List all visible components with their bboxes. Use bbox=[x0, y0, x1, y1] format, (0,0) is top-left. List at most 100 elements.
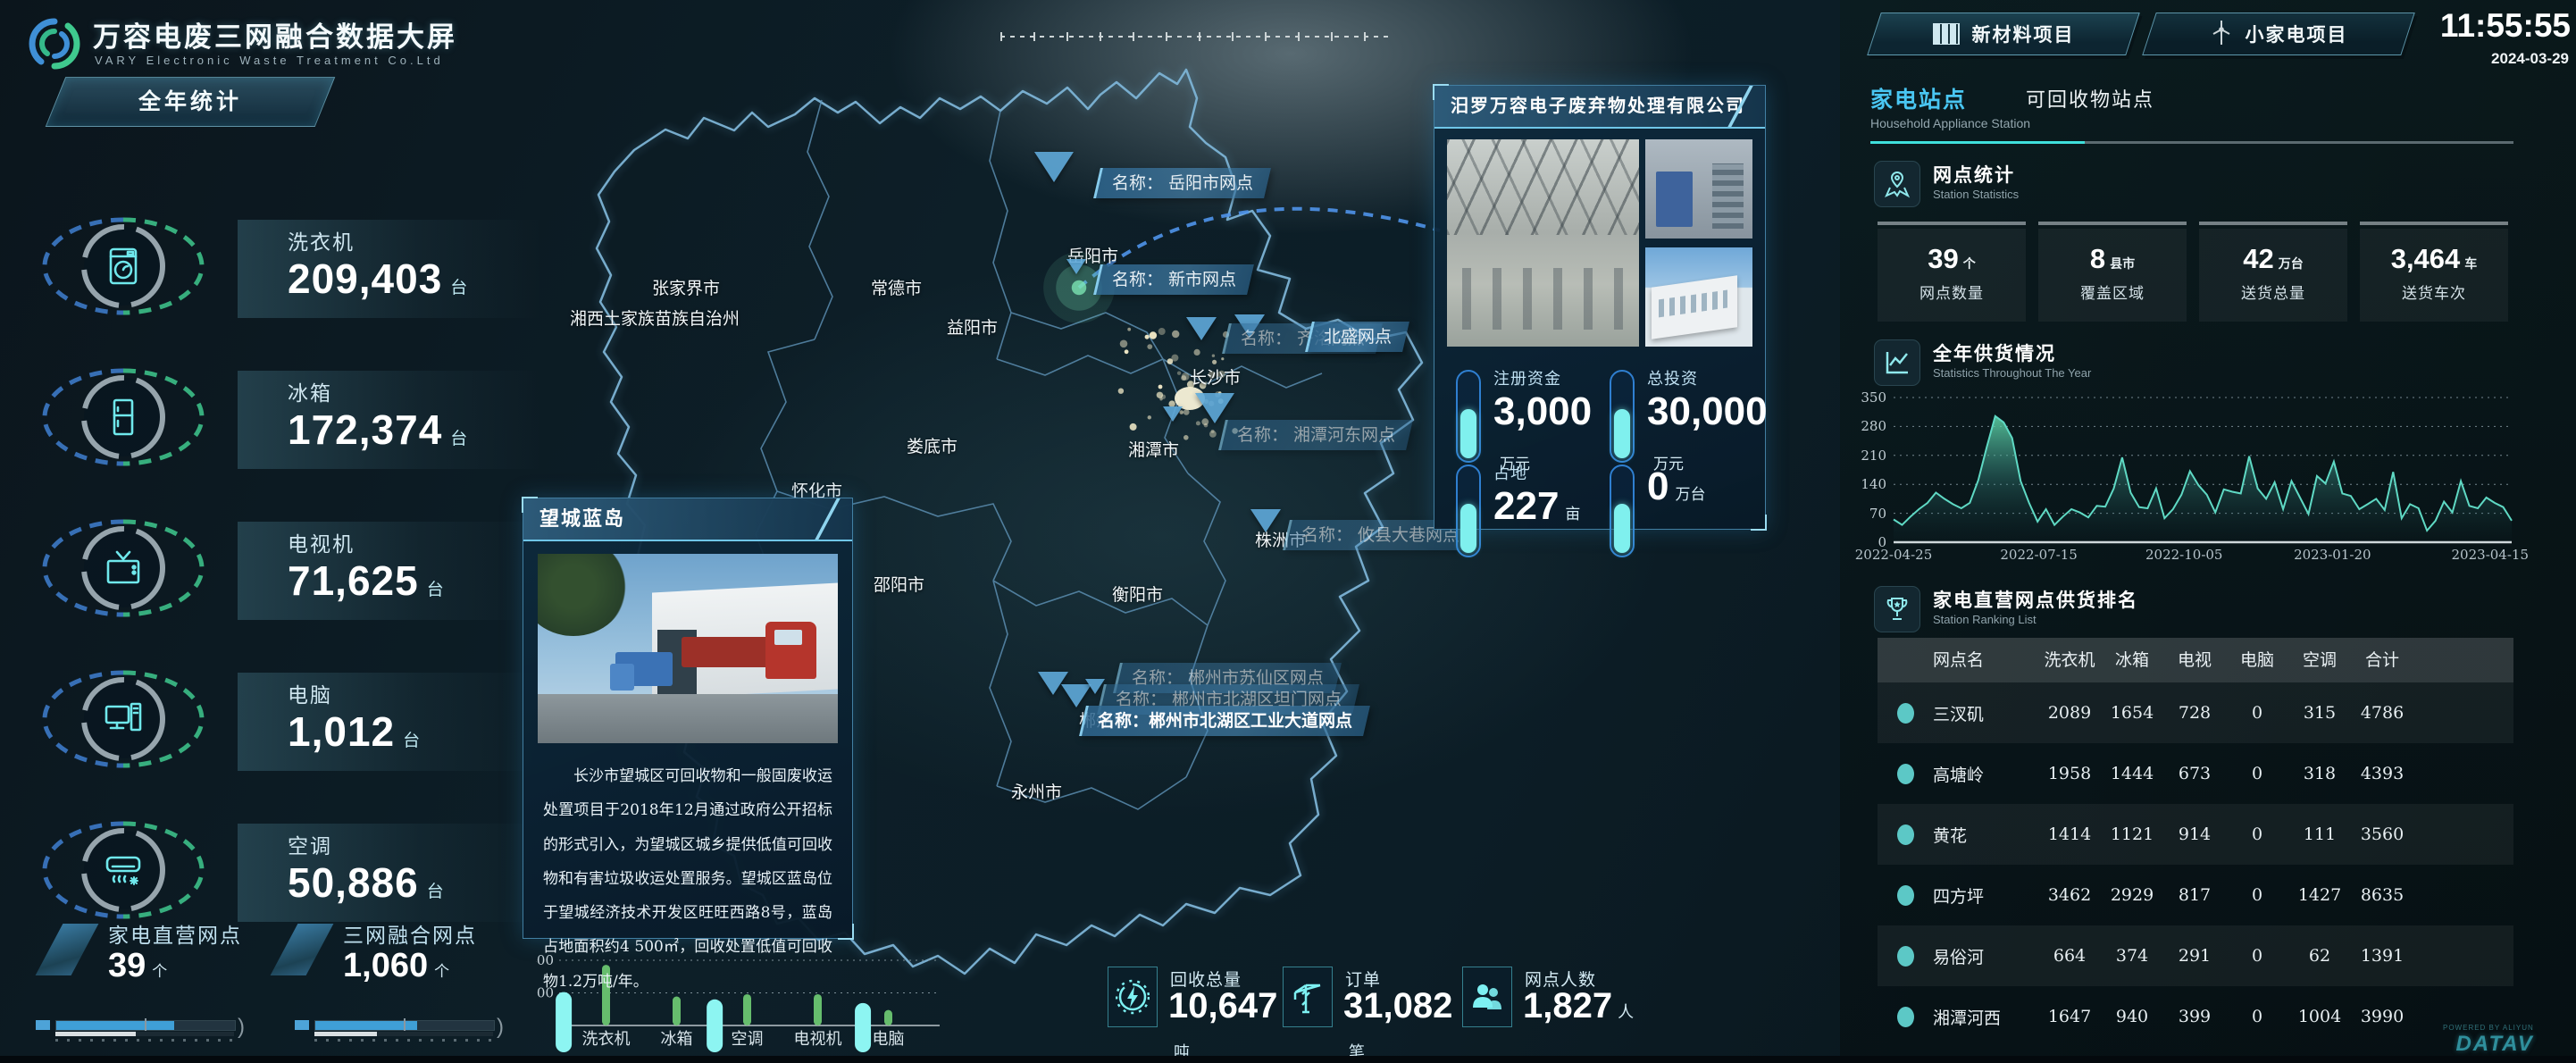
svg-text:电视机: 电视机 bbox=[794, 1030, 842, 1049]
timeline-ruler bbox=[1000, 30, 1393, 43]
stat-label: 洗衣机 bbox=[288, 230, 355, 254]
city-label: 永州市 bbox=[1011, 783, 1063, 802]
y-tick-label: 70 bbox=[1869, 505, 1886, 522]
x-tick-label: 2022-04-25 bbox=[1854, 547, 1933, 563]
city-label: 怀化市 bbox=[791, 481, 843, 501]
gauge-icon bbox=[1610, 465, 1635, 557]
tv-icon bbox=[42, 519, 205, 617]
x-tick-label: 2023-01-20 bbox=[2294, 547, 2371, 563]
map-marker-icon[interactable] bbox=[1066, 259, 1086, 274]
stat-card: 3,464 车 送货车次 bbox=[2360, 222, 2508, 322]
city-label: 益阳市 bbox=[947, 318, 999, 338]
wangcheng-popup[interactable]: 望城蓝岛 长沙市望城区可回收物和一般固废收运处置项目于2018年12月通过政府公… bbox=[522, 497, 854, 991]
rank-dot-icon bbox=[1896, 763, 1914, 784]
map-marker-icon[interactable] bbox=[1195, 393, 1234, 423]
city-label: 张家界市 bbox=[652, 279, 721, 298]
city-label: 娄底市 bbox=[907, 437, 958, 456]
map-marker-icon[interactable] bbox=[1186, 317, 1217, 340]
gauge-icon bbox=[1610, 370, 1635, 463]
station-badge[interactable]: 名称： 湘潭河东网点 bbox=[1218, 420, 1413, 450]
hunan-map[interactable]: 张家界市 常德市 岳阳市 湘西土家族苗族自治州 益阳市 长沙市 娄底市 湘潭市 怀化市 邵阳市 衡阳… bbox=[500, 45, 1563, 1027]
miluo-popup[interactable]: 汨罗万容电子废弃物处理有限公司 注册资金 3,000万元 总投资 30,000万… bbox=[1433, 84, 1768, 557]
popup-title: 望城蓝岛 bbox=[523, 498, 852, 541]
y-tick-label: 280 bbox=[1861, 418, 1886, 435]
y-tick-label: 350 bbox=[1861, 389, 1886, 406]
tab-small-appliances[interactable]: 小家电项目 bbox=[2142, 13, 2415, 55]
stat-value: 209,403 台 bbox=[288, 255, 469, 302]
map-marker-icon[interactable] bbox=[1085, 679, 1105, 694]
svg-text:空调: 空调 bbox=[732, 1030, 764, 1049]
x-tick-label: 2023-04-15 bbox=[2451, 547, 2529, 563]
ranking-table-row[interactable]: 易俗河 664 374 291 0 62 1391 bbox=[1878, 925, 2513, 986]
stat-value: 1,012 台 bbox=[288, 708, 422, 755]
section-subtitle: Household Appliance Station bbox=[1870, 116, 2031, 130]
left-stat-item[interactable]: 电脑 1,012 台 bbox=[34, 665, 542, 782]
year-stats-button[interactable]: 全年统计 bbox=[45, 77, 336, 127]
gauge-icon bbox=[1456, 370, 1481, 463]
stat-card: 8 县市 覆盖区域 bbox=[2038, 222, 2187, 322]
tab-appliance-station[interactable]: 家电站点 bbox=[1870, 88, 1968, 113]
popup-title: 汨罗万容电子废弃物处理有限公司 bbox=[1434, 86, 1765, 129]
fridge-icon bbox=[42, 368, 205, 466]
stat-label: 电视机 bbox=[288, 532, 355, 556]
stat-value: 50,886 台 bbox=[288, 859, 445, 906]
miluo-stat: 注册资金 3,000万元 bbox=[1456, 364, 1608, 473]
city-label: 衡阳市 bbox=[1112, 585, 1164, 605]
orders-stat: 订单 31,082笔 bbox=[1283, 967, 1452, 1061]
rank-dot-icon bbox=[1896, 702, 1914, 724]
station-badge[interactable]: 北盛网点 bbox=[1305, 322, 1409, 352]
solar-panel-icon bbox=[1932, 23, 1960, 45]
bottom-strip bbox=[0, 1056, 2576, 1063]
rank-dot-icon bbox=[1896, 945, 1914, 967]
y-tick-label: 0 bbox=[1878, 534, 1886, 550]
tab-new-materials[interactable]: 新材料项目 bbox=[1867, 13, 2140, 55]
station-stats-header: 网点统计 Station Statistics bbox=[1874, 161, 2499, 207]
tab-recyclable-station[interactable]: 可回收物站点 bbox=[2026, 88, 2155, 111]
ranking-table-header: 网点名 洗衣机 冰箱 电视 电脑 空调 合计 bbox=[1878, 638, 2513, 682]
washing-machine-icon bbox=[42, 217, 205, 315]
ranking-table-row[interactable]: 三汊矶 2089 1654 728 0 315 4786 bbox=[1878, 682, 2513, 743]
x-tick-label: 2022-10-05 bbox=[2145, 547, 2223, 563]
stat-value: 39 个 bbox=[108, 947, 168, 984]
ranking-table-row[interactable]: 黄花 1414 1121 914 0 111 3560 bbox=[1878, 804, 2513, 865]
page-subtitle: VARY Electronic Waste Treatment Co.Ltd bbox=[95, 54, 444, 67]
city-label: 湘潭市 bbox=[1128, 440, 1180, 460]
stat-value: 172,374 台 bbox=[288, 406, 469, 453]
progress-bar[interactable]: ) bbox=[295, 1015, 518, 1045]
x-tick-label: 2022-07-15 bbox=[2000, 547, 2078, 563]
left-stat-item[interactable]: 电视机 71,625 台 bbox=[34, 515, 542, 631]
flight-path bbox=[1077, 206, 1441, 289]
yearly-supply-chart bbox=[1893, 397, 2513, 544]
yearly-supply-header: 全年供货情况 Statistics Throughout The Year bbox=[1874, 339, 2499, 386]
trophy-icon bbox=[1874, 586, 1920, 632]
miluo-photos bbox=[1447, 139, 1752, 347]
left-stat-item[interactable]: 冰箱 172,374 台 bbox=[34, 364, 542, 480]
map-marker-icon[interactable] bbox=[1034, 152, 1074, 182]
ranking-table-row[interactable]: 高塘岭 1958 1444 673 0 318 4393 bbox=[1878, 743, 2513, 804]
svg-text:电脑: 电脑 bbox=[873, 1030, 905, 1049]
city-label: 常德市 bbox=[871, 279, 923, 298]
ranking-table-row[interactable]: 湘潭河西 1647 940 399 0 1004 3990 bbox=[1878, 986, 2513, 1047]
recycle-total-stat: 回收总量 10,647吨 bbox=[1108, 967, 1277, 1061]
left-stat-item[interactable]: 洗衣机 209,403 台 bbox=[34, 213, 542, 329]
station-badge[interactable]: 名称： 新市网点 bbox=[1093, 264, 1254, 295]
station-badge[interactable]: 名称：郴州市北湖区工业大道网点 bbox=[1079, 706, 1370, 736]
wangcheng-description: 长沙市望城区可回收物和一般固废收运处置项目于2018年12月通过政府公开招标的形… bbox=[543, 767, 832, 991]
station-badge[interactable]: 名称： 岳阳市网点 bbox=[1093, 168, 1271, 198]
air-conditioner-icon bbox=[42, 821, 205, 919]
clock-date: 2024-03-29 bbox=[2491, 50, 2569, 67]
map-pin-icon bbox=[1874, 161, 1920, 207]
clock-time: 11:55:55 bbox=[2439, 7, 2571, 44]
stat-label: 电脑 bbox=[288, 683, 332, 707]
svg-text:洗衣机: 洗衣机 bbox=[582, 1030, 631, 1049]
left-stat-item[interactable]: 空调 50,886 台 bbox=[34, 816, 542, 933]
stat-card: 42 万台 送货总量 bbox=[2199, 222, 2347, 322]
progress-bar[interactable]: ) bbox=[36, 1015, 259, 1045]
ranking-table-row[interactable]: 四方坪 3462 2929 817 0 1427 8635 bbox=[1878, 865, 2513, 925]
map-marker-icon[interactable] bbox=[1250, 509, 1281, 532]
svg-text:冰箱: 冰箱 bbox=[661, 1030, 693, 1049]
svg-text:200: 200 bbox=[536, 985, 554, 1001]
stat-value: 71,625 台 bbox=[288, 557, 445, 604]
map-marker-icon[interactable] bbox=[1163, 406, 1183, 422]
computer-icon bbox=[42, 670, 205, 768]
